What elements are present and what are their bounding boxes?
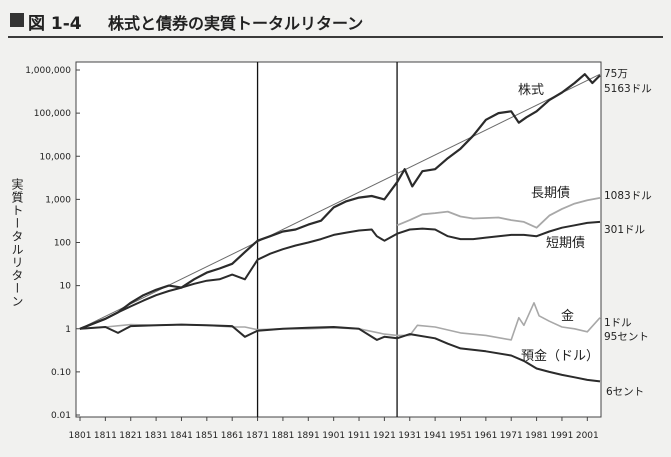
- stocks-label: 株式: [518, 83, 544, 98]
- x-tick-label: 1921: [373, 431, 396, 441]
- x-tick-label: 1941: [424, 431, 447, 441]
- short-bills-end-value: 301ドル: [604, 224, 645, 236]
- title-marker: [10, 13, 24, 27]
- y-tick-label: 10: [60, 282, 72, 292]
- x-tick-label: 1891: [297, 431, 320, 441]
- x-tick-label: 1881: [271, 431, 294, 441]
- y-tick-label: 0.01: [51, 411, 71, 421]
- stocks-end-value: 5163ドル: [604, 83, 652, 95]
- y-tick-label: 100: [54, 239, 71, 249]
- stocks-end-value: 75万: [604, 68, 628, 80]
- y-tick-label: 100,000: [34, 109, 71, 119]
- y-tick-label: 0.10: [51, 368, 71, 378]
- x-tick-label: 1971: [500, 431, 523, 441]
- x-tick-label: 1871: [246, 431, 269, 441]
- x-tick-label: 1981: [525, 431, 548, 441]
- x-tick-label: 1821: [119, 431, 142, 441]
- figure-number: 図 1-4: [28, 14, 82, 34]
- x-tick-label: 1951: [449, 431, 472, 441]
- y-tick-label: 1,000: [45, 195, 71, 205]
- figure-title: 株式と債券の実質トータルリターン: [108, 14, 364, 33]
- y-tick-label: 10,000: [40, 152, 72, 162]
- x-axis: 1801 1811 1821 1831 1841 1851 1861 1871 1881 1891…: [69, 417, 599, 441]
- x-tick-label: 1911: [348, 431, 371, 441]
- x-tick-label: 1841: [170, 431, 193, 441]
- gold-end-value: 95セント: [604, 331, 649, 343]
- long-bonds-end-value: 1083ドル: [604, 190, 652, 202]
- short-bills-line: [79, 220, 601, 330]
- plot-area: [75, 61, 602, 418]
- long-bonds-label: 長期債: [531, 186, 570, 201]
- vertical-markers: [256, 62, 398, 417]
- x-tick-label: 1901: [322, 431, 345, 441]
- x-tick-label: 1801: [69, 431, 92, 441]
- x-tick-label: 1851: [195, 431, 218, 441]
- y-axis: 0.01 0.10 1 10 100 1,000 10,000 100,000 1,000,00…: [25, 66, 80, 421]
- cash-label: 預金（ドル）: [521, 348, 599, 364]
- cash-end-value: 6セント: [606, 386, 644, 398]
- x-tick-label: 1961: [474, 431, 497, 441]
- gold-label: 金: [561, 308, 574, 324]
- y-axis-title: 実質トータルリターン: [10, 178, 24, 308]
- x-tick-label: 1861: [221, 431, 244, 441]
- x-tick-label: 1831: [145, 431, 168, 441]
- gold-end-value: 1ドル: [604, 317, 632, 329]
- x-tick-label: 1991: [550, 431, 573, 441]
- cash-line: [79, 323, 601, 383]
- y-tick-label: 1: [65, 325, 71, 335]
- figure-header: 図 1-4 株式と債券の実質トータルリターン: [8, 6, 663, 38]
- stocks-line: [79, 73, 601, 330]
- long-bonds-line: [396, 197, 601, 229]
- y-tick-label: 1,000,000: [25, 66, 71, 76]
- x-tick-label: 1931: [398, 431, 421, 441]
- short-bills-label: 短期債: [546, 236, 585, 251]
- x-tick-label: 1811: [94, 431, 117, 441]
- x-tick-label: 2001: [576, 431, 599, 441]
- series-lines: [79, 73, 601, 383]
